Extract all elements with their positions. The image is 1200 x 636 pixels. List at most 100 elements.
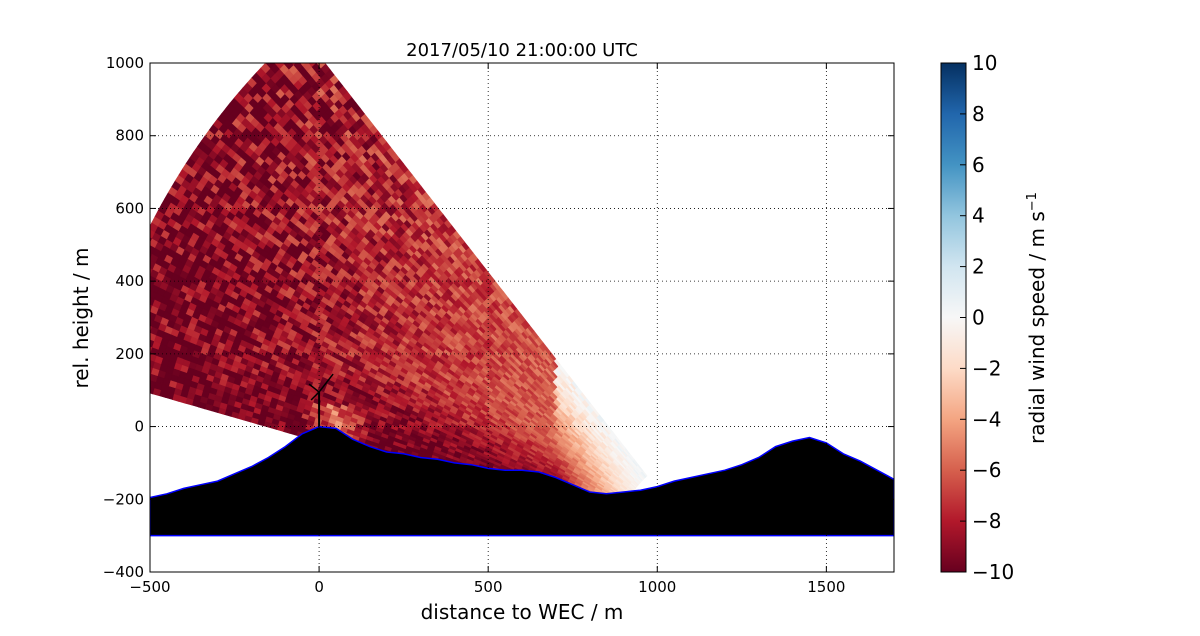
y-tick-label: −400 [103,563,144,581]
scan-cell [99,350,107,359]
scan-cell [308,47,317,57]
scan-cell [141,378,149,386]
scan-cell [150,366,154,374]
scan-cell [312,53,321,63]
scan-cell [284,49,293,59]
scan-cell [293,63,304,71]
grid-lines [150,63,894,572]
scan-cell [122,301,131,310]
colorbar-tick-label: 0 [972,306,985,330]
scan-cell [112,333,120,342]
scan-cell [112,311,121,320]
scan-cell [133,312,142,321]
colorbar-label-exponent: −1 [1025,192,1040,211]
scan-cell [139,315,148,324]
scan-cell [141,330,149,339]
scan-cell [107,324,116,333]
scan-cell [294,30,303,40]
scan-cell [265,63,276,69]
scan-cell [126,331,135,340]
scan-cell [116,298,125,307]
scan-cell [109,368,117,377]
scan-cell [120,329,128,338]
scan-cell [150,296,155,306]
scan-cell [138,263,147,272]
scan-cell [106,352,114,361]
scan-cell [105,330,114,339]
scan-cell [133,334,142,343]
scan-cell [136,369,144,377]
scan-cell [114,326,122,335]
scan-cell [150,379,157,389]
x-tick-label: −500 [129,578,170,596]
colorbar-label: radial wind speed / m s−1 [1025,192,1049,444]
plot-content [94,30,894,537]
scan-cell [123,365,131,373]
scan-cell [101,344,109,353]
scan-cell [140,241,149,250]
scan-cell [109,317,118,326]
y-axis-ticks: −400 −200 0 200 400 600 800 1000 [103,54,894,581]
scan-cell [122,322,131,331]
y-tick-label: 0 [134,418,144,436]
scan-cell [134,253,143,262]
scan-cell [122,372,130,380]
colorbar-tick-label: −4 [972,407,1001,431]
scan-cell [97,357,105,366]
scan-cell [107,374,115,383]
scan-cell [127,380,135,388]
scan-cell [150,318,155,327]
colorbar-ticks: −10 −8 −6 −4 −2 0 2 4 6 8 10 [960,51,1014,584]
scan-cell [114,376,122,384]
scan-cell [102,366,110,375]
scan-cell [150,386,155,395]
scan-cell [303,51,312,61]
scan-cell [125,294,134,303]
scan-cell [120,307,129,316]
axes-frame [149,62,895,573]
scan-cell [116,320,125,329]
scan-cell [140,257,149,266]
scan-cell [290,35,299,45]
scan-cell [274,63,285,70]
scan-cell [131,319,140,328]
scan-cell [150,359,155,368]
scan-cell [115,370,123,378]
colorbar-tick-label: −8 [972,509,1001,533]
scan-cell [114,304,123,313]
scan-cell [294,40,303,50]
scan-cell [134,291,143,300]
colorbar-tick-label: 6 [972,153,985,177]
scan-cell [280,44,289,54]
chart-title: 2017/05/10 21:00:00 UTC [406,40,638,61]
scan-cell [100,372,108,381]
scan-cell [129,303,138,312]
x-axis-ticks: −500 0 500 1000 1500 [129,63,845,596]
scan-cell [303,41,312,51]
scan-cell [131,260,140,269]
scan-cell [302,63,313,72]
colorbar-tick-label: −2 [972,356,1001,380]
colorbar-tick-label: 2 [972,255,985,279]
scan-cell [94,370,102,379]
scan-cell [118,335,126,344]
scan-cell [135,306,144,315]
scan-cell [120,378,128,386]
scan-cell [299,36,308,46]
turbine-blade [308,383,320,393]
scan-cell [137,247,146,256]
x-axis-label: distance to WEC / m [421,600,624,624]
colorbar-tick-label: −6 [972,458,1001,482]
scan-cell [96,364,104,373]
y-axis-label: rel. height / m [69,247,93,388]
scan-cell [118,313,127,322]
scan-cell [294,50,303,60]
scan-cell [150,311,151,312]
scan-cell [150,267,153,276]
scan-cell [124,316,133,325]
scan-cell [283,63,286,65]
scan-cell [104,359,112,368]
scan-cell [275,49,284,59]
scan-cell [131,297,140,306]
